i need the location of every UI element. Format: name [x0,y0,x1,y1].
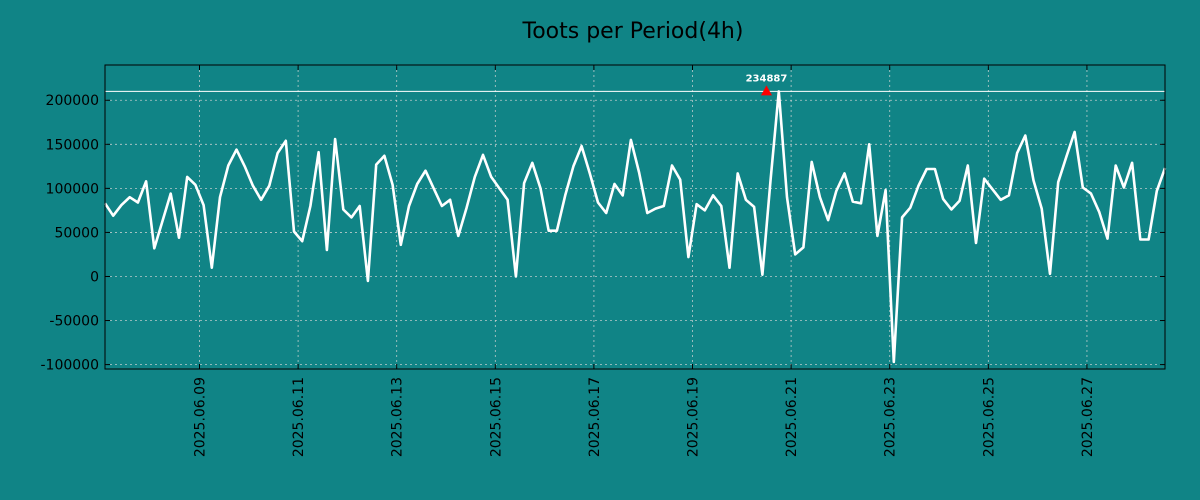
x-tick-label: 2025.06.09 [192,377,208,457]
y-tick-label: -50000 [49,314,99,330]
x-tick-label: 2025.06.15 [488,377,504,457]
x-tick-label: 2025.06.21 [784,377,800,457]
y-tick-label: 100000 [46,181,99,197]
peak-label: 234887 [746,73,788,84]
plot-frame [104,64,1166,370]
peak-annotation: 234887 [746,73,788,96]
y-tick-label: 50000 [54,225,99,241]
y-tick-label: -100000 [41,358,100,374]
y-tick-label: 150000 [46,137,99,153]
x-tick-label: 2025.06.17 [587,377,603,457]
x-tick-label: 2025.06.25 [981,377,997,457]
peak-marker [760,85,772,96]
series-layer [103,90,1167,364]
x-tick-label: 2025.06.23 [883,377,899,457]
axes: -100000 -50000 0 50000 100000 150000 200000 202… [41,65,1165,457]
x-tick-label: 2025.06.13 [390,377,406,457]
chart-title: Toots per Period(4h) [522,19,744,44]
x-tick-label: 2025.06.27 [1080,377,1096,457]
grid-lines [105,65,1165,369]
y-tick-label: 0 [90,269,99,285]
x-tick-label: 2025.06.19 [686,377,702,457]
series-line-toots [103,90,1167,364]
x-tick-label: 2025.06.11 [291,377,307,457]
y-tick-label: 200000 [46,93,99,109]
